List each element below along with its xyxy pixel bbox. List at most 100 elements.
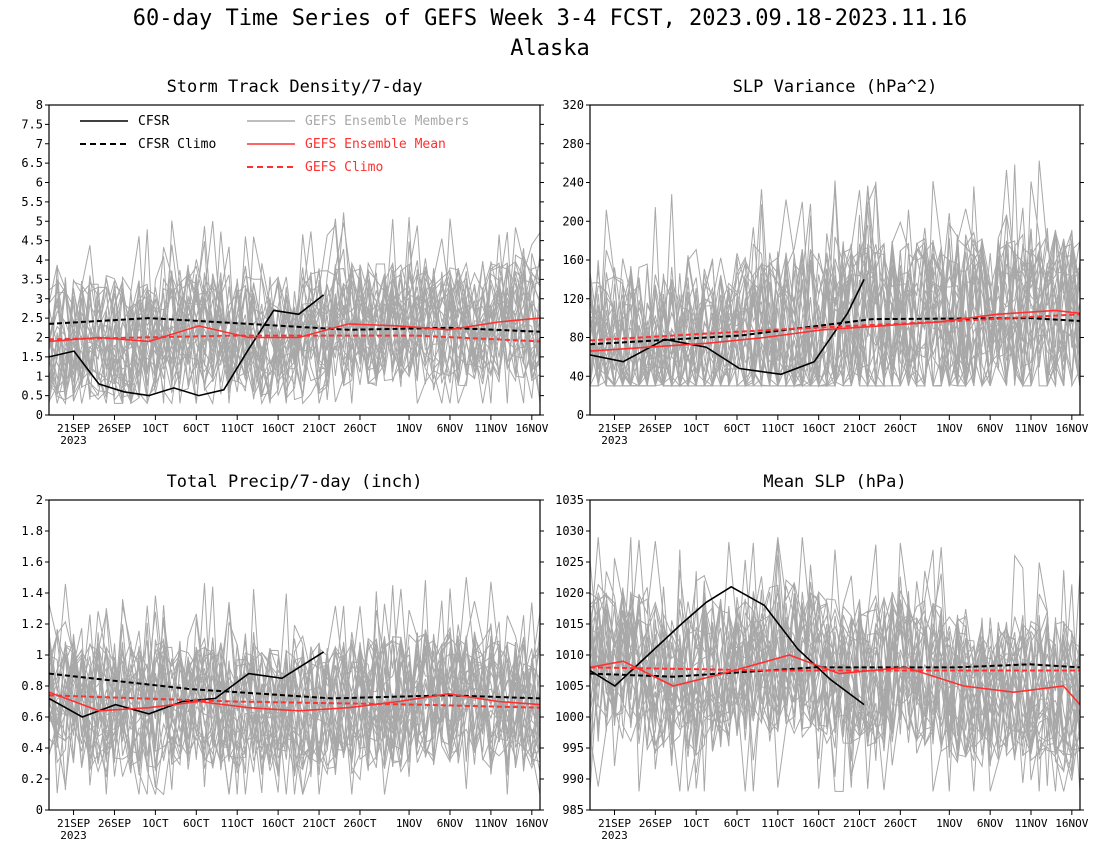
x-tick-label: 26SEP bbox=[98, 422, 131, 435]
y-tick-label: 200 bbox=[562, 214, 584, 228]
ensemble-member-line bbox=[49, 265, 540, 406]
x-tick-label: 11OCT bbox=[221, 422, 254, 435]
y-tick-label: 1.5 bbox=[21, 350, 43, 364]
y-tick-label: 0.6 bbox=[21, 710, 43, 724]
ensemble-members bbox=[49, 212, 540, 406]
x-tick-label: 21OCT bbox=[843, 817, 876, 830]
cfsr-line bbox=[49, 651, 325, 718]
y-tick-label: 2 bbox=[36, 493, 43, 507]
gefs-climo-line bbox=[49, 694, 540, 709]
panel-title: Mean SLP (hPa) bbox=[763, 472, 906, 492]
x-tick-label: 16NOV bbox=[1055, 817, 1088, 830]
x-tick-label: 11NOV bbox=[474, 422, 507, 435]
ensemble-members bbox=[590, 160, 1080, 388]
chart-subtitle: Alaska bbox=[510, 36, 590, 61]
x-tick-label: 11NOV bbox=[474, 817, 507, 830]
legend-label-gefs-members: GEFS Ensemble Members bbox=[305, 114, 469, 129]
ensemble-member-line bbox=[590, 237, 1080, 388]
y-tick-label: 2 bbox=[36, 331, 43, 345]
y-tick-label: 1 bbox=[36, 648, 43, 662]
ensemble-member-line bbox=[590, 559, 1080, 792]
cfsr-climo-line bbox=[49, 672, 540, 700]
x-year-label: 2023 bbox=[601, 829, 628, 842]
x-tick-label: 16OCT bbox=[262, 422, 295, 435]
ensemble-member-line bbox=[590, 590, 1080, 770]
y-tick-label: 7.5 bbox=[21, 117, 43, 131]
y-tick-label: 1030 bbox=[555, 524, 584, 538]
ensemble-member-line bbox=[590, 549, 1080, 757]
x-tick-label: 6OCT bbox=[183, 422, 210, 435]
panel-plot bbox=[586, 104, 1084, 420]
ensemble-member-line bbox=[49, 601, 540, 795]
y-tick-label: 0.8 bbox=[21, 679, 43, 693]
y-tick-label: 1005 bbox=[555, 679, 584, 693]
y-tick-label: 0.5 bbox=[21, 389, 43, 403]
ensemble-member-line bbox=[590, 595, 1080, 789]
x-year-label: 2023 bbox=[601, 434, 628, 447]
x-tick-label: 1OCT bbox=[683, 422, 710, 435]
y-tick-label: 1015 bbox=[555, 617, 584, 631]
gefs-climo-line bbox=[590, 666, 1080, 672]
x-tick-label: 11NOV bbox=[1014, 422, 1047, 435]
panel-plot bbox=[45, 104, 544, 420]
ensemble-member-line bbox=[49, 576, 540, 795]
panel-plot bbox=[586, 499, 1084, 815]
y-tick-label: 3 bbox=[36, 292, 43, 306]
y-tick-label: 6 bbox=[36, 176, 43, 190]
legend bbox=[80, 120, 295, 168]
y-tick-label: 1 bbox=[36, 369, 43, 383]
cfsr-climo-line bbox=[49, 317, 540, 333]
x-tick-label: 26OCT bbox=[343, 817, 376, 830]
y-tick-label: 4 bbox=[36, 253, 43, 267]
x-tick-label: 16NOV bbox=[515, 817, 548, 830]
y-tick-label: 320 bbox=[562, 98, 584, 112]
ensemble-member-line bbox=[49, 218, 540, 404]
x-tick-label: 1OCT bbox=[683, 817, 710, 830]
x-tick-label: 1NOV bbox=[936, 422, 963, 435]
y-tick-label: 5 bbox=[36, 214, 43, 228]
gefs-ensemble-mean-line bbox=[590, 309, 1080, 352]
x-tick-label: 26OCT bbox=[343, 422, 376, 435]
ensemble-member-line bbox=[590, 185, 1080, 387]
x-tick-label: 26SEP bbox=[639, 817, 672, 830]
x-tick-label: 6OCT bbox=[724, 817, 751, 830]
y-tick-label: 995 bbox=[562, 741, 584, 755]
x-tick-label: 16OCT bbox=[262, 817, 295, 830]
x-tick-label: 16OCT bbox=[802, 422, 835, 435]
y-tick-label: 0 bbox=[577, 408, 584, 422]
cfsr-line bbox=[49, 294, 325, 397]
ensemble-member-line bbox=[49, 633, 540, 776]
ensemble-member-line bbox=[49, 632, 540, 795]
y-tick-label: 0 bbox=[36, 803, 43, 817]
y-tick-label: 1.2 bbox=[21, 617, 43, 631]
x-tick-label: 1NOV bbox=[936, 817, 963, 830]
y-tick-label: 1.6 bbox=[21, 555, 43, 569]
y-tick-label: 1035 bbox=[555, 493, 584, 507]
y-tick-label: 1.4 bbox=[21, 586, 43, 600]
legend-label-cfsr: CFSR bbox=[138, 114, 169, 129]
x-tick-label: 16OCT bbox=[802, 817, 835, 830]
y-tick-label: 0.4 bbox=[21, 741, 43, 755]
y-tick-label: 120 bbox=[562, 292, 584, 306]
gefs-ensemble-mean-line bbox=[590, 654, 1080, 706]
legend-label-gefs-climo: GEFS Climo bbox=[305, 160, 383, 175]
x-year-label: 2023 bbox=[60, 434, 87, 447]
ensemble-member-line bbox=[590, 220, 1080, 387]
x-tick-label: 6NOV bbox=[437, 422, 464, 435]
x-tick-label: 16NOV bbox=[515, 422, 548, 435]
ensemble-member-line bbox=[590, 537, 1080, 792]
gefs-climo-line bbox=[590, 313, 1080, 342]
x-tick-label: 6NOV bbox=[977, 422, 1004, 435]
ensemble-member-line bbox=[590, 542, 1080, 792]
x-tick-label: 21SEP bbox=[598, 817, 631, 830]
ensemble-member-line bbox=[590, 227, 1080, 388]
y-tick-label: 985 bbox=[562, 803, 584, 817]
y-tick-label: 1.8 bbox=[21, 524, 43, 538]
y-tick-label: 1020 bbox=[555, 586, 584, 600]
legend-label-cfsr-climo: CFSR Climo bbox=[138, 137, 216, 152]
x-tick-label: 6OCT bbox=[724, 422, 751, 435]
ensemble-member-line bbox=[49, 603, 540, 794]
x-tick-label: 26OCT bbox=[884, 422, 917, 435]
x-tick-label: 11OCT bbox=[221, 817, 254, 830]
ensemble-member-line bbox=[590, 227, 1080, 388]
